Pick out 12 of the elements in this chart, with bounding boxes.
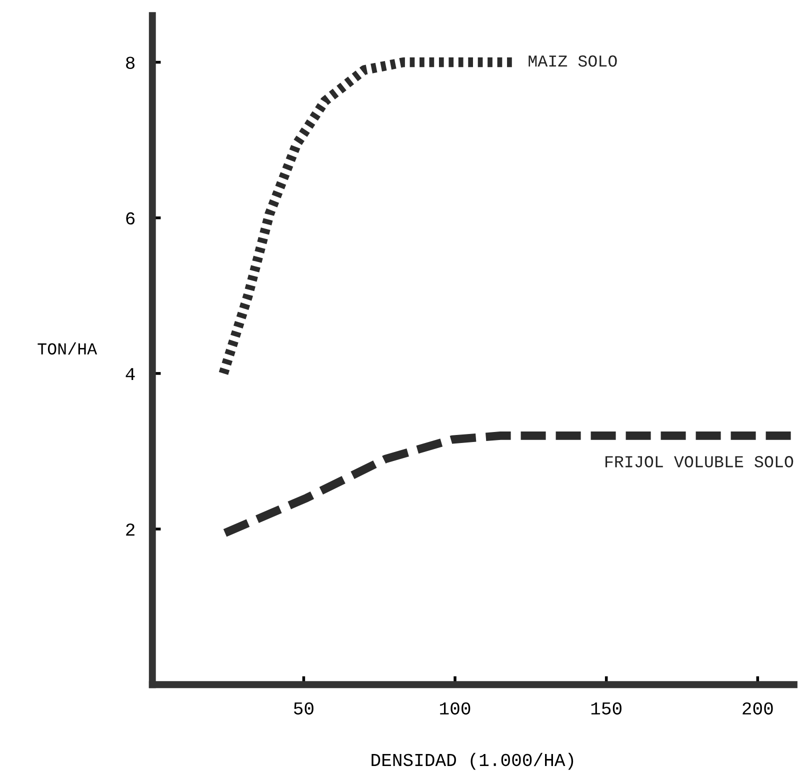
y-tick-label: 2 <box>126 524 134 536</box>
y-tick-label: 8 <box>126 56 135 69</box>
x-tick-label: 150 <box>591 702 622 715</box>
series-label: FRIJOL VOLUBLE SOLO <box>606 456 794 468</box>
x-tick-label: 100 <box>440 702 470 715</box>
x-tick-label: 50 <box>294 702 314 715</box>
y-tick-label: 6 <box>126 212 135 225</box>
series-label: MAIZ SOLO <box>528 55 617 67</box>
y-tick-label: 4 <box>126 368 135 380</box>
y-axis-title: TON/HA <box>38 342 98 355</box>
x-tick-label: 200 <box>742 702 773 715</box>
x-axis-title: DENSIDAD (1.000/HA) <box>372 752 574 770</box>
